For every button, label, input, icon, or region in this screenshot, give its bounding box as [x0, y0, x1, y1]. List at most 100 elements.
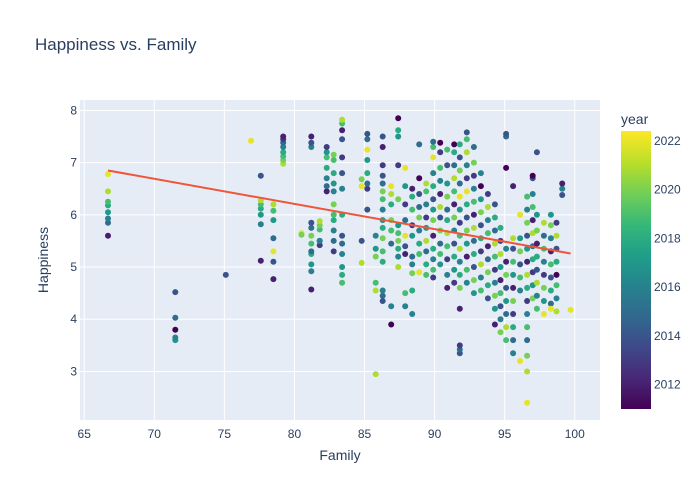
data-point — [510, 183, 517, 190]
data-point — [423, 248, 430, 255]
data-point — [372, 371, 379, 378]
data-point — [395, 162, 402, 169]
data-point — [270, 201, 277, 208]
x-tick-label: 70 — [148, 427, 162, 441]
data-point — [463, 129, 470, 136]
data-point — [470, 277, 477, 284]
y-tick-label: 3 — [70, 364, 77, 378]
data-point — [358, 259, 365, 266]
data-point — [470, 237, 477, 244]
data-point — [270, 207, 277, 214]
data-point — [463, 201, 470, 208]
data-point — [553, 232, 560, 239]
data-point — [409, 232, 416, 239]
data-point — [524, 324, 531, 331]
data-point — [451, 253, 458, 260]
data-point — [503, 324, 510, 331]
colorbar-ticks: 2012 2014 2016 2018 2020 2022 — [654, 134, 681, 392]
x-tick-label: 65 — [78, 427, 92, 441]
data-point — [533, 292, 540, 299]
data-point — [270, 217, 277, 224]
data-point — [484, 230, 491, 237]
data-point — [510, 271, 517, 278]
data-point — [484, 269, 491, 276]
data-point — [470, 211, 477, 218]
data-point — [423, 180, 430, 187]
x-tick-label: 85 — [358, 427, 372, 441]
data-point — [503, 271, 510, 278]
data-point — [491, 253, 498, 260]
data-point — [430, 256, 437, 263]
data-point — [388, 201, 395, 208]
data-point — [517, 261, 524, 268]
data-point — [547, 287, 554, 294]
data-point — [470, 198, 477, 205]
data-point — [409, 253, 416, 260]
data-point — [339, 232, 346, 239]
data-point — [395, 230, 402, 237]
data-point — [491, 214, 498, 221]
data-point — [437, 149, 444, 156]
data-point — [503, 311, 510, 317]
data-point — [379, 180, 386, 187]
data-point — [430, 154, 437, 161]
data-point — [372, 287, 379, 294]
data-point — [388, 183, 395, 190]
data-point — [330, 188, 337, 195]
data-point — [270, 235, 277, 242]
data-point — [456, 305, 463, 312]
data-point — [484, 191, 491, 197]
data-point — [402, 164, 409, 171]
data-point — [379, 224, 386, 231]
data-point — [388, 303, 395, 310]
data-point — [379, 206, 386, 213]
data-point — [451, 214, 458, 221]
data-point — [423, 271, 430, 278]
data-point — [430, 266, 437, 273]
data-point — [529, 172, 536, 179]
data-point — [451, 240, 458, 247]
data-point — [372, 232, 379, 239]
data-point — [430, 274, 437, 281]
data-point — [105, 171, 111, 178]
data-point — [402, 183, 409, 190]
data-point — [553, 308, 560, 315]
data-point — [456, 258, 463, 265]
data-point — [416, 214, 423, 221]
data-point — [510, 258, 517, 265]
data-point — [430, 232, 437, 239]
data-point — [510, 298, 517, 304]
data-point — [257, 205, 264, 212]
data-point — [529, 191, 536, 197]
data-point — [559, 192, 566, 198]
data-point — [463, 136, 470, 143]
data-point — [280, 153, 287, 160]
data-point — [497, 224, 504, 231]
data-point — [477, 274, 484, 281]
x-tick-label: 100 — [565, 427, 585, 441]
data-point — [423, 261, 430, 268]
data-point — [339, 264, 346, 270]
trend-line — [107, 169, 571, 255]
data-point — [105, 215, 111, 222]
data-point — [451, 162, 458, 169]
data-point — [372, 245, 379, 252]
data-point — [358, 237, 365, 244]
data-point — [388, 321, 395, 328]
data-point — [524, 368, 531, 375]
data-point — [451, 141, 458, 148]
data-point — [379, 162, 386, 169]
data-point — [517, 287, 524, 294]
data-point — [395, 264, 402, 270]
data-point — [497, 303, 504, 310]
data-point — [477, 183, 484, 190]
data-point — [533, 149, 540, 156]
data-point — [379, 292, 386, 299]
x-tick-label: 90 — [428, 427, 442, 441]
data-point — [510, 245, 517, 252]
data-point — [456, 271, 463, 278]
x-tick-label: 80 — [288, 427, 302, 441]
data-point — [402, 217, 409, 224]
data-point — [524, 206, 531, 213]
data-point — [423, 201, 430, 208]
